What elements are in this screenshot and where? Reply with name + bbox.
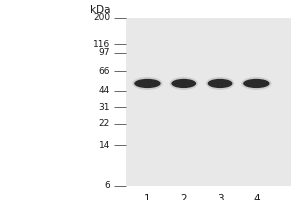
Text: 22: 22 [99,119,110,128]
Ellipse shape [132,77,163,90]
Text: 200: 200 [93,13,110,22]
Text: 1: 1 [144,194,151,200]
Ellipse shape [208,79,233,88]
Text: kDa: kDa [90,5,110,15]
Ellipse shape [243,79,270,88]
Text: 4: 4 [253,194,260,200]
Ellipse shape [171,79,196,88]
Text: 6: 6 [104,182,110,190]
Text: 97: 97 [99,48,110,57]
Text: 31: 31 [99,103,110,112]
Ellipse shape [206,77,234,90]
Text: 2: 2 [180,194,187,200]
Text: 116: 116 [93,40,110,49]
Bar [126,18,291,186]
Text: 44: 44 [99,86,110,95]
Text: 3: 3 [217,194,224,200]
Ellipse shape [134,79,161,88]
Text: 66: 66 [99,67,110,76]
Ellipse shape [169,77,198,90]
Text: 14: 14 [99,141,110,150]
Ellipse shape [241,77,272,90]
